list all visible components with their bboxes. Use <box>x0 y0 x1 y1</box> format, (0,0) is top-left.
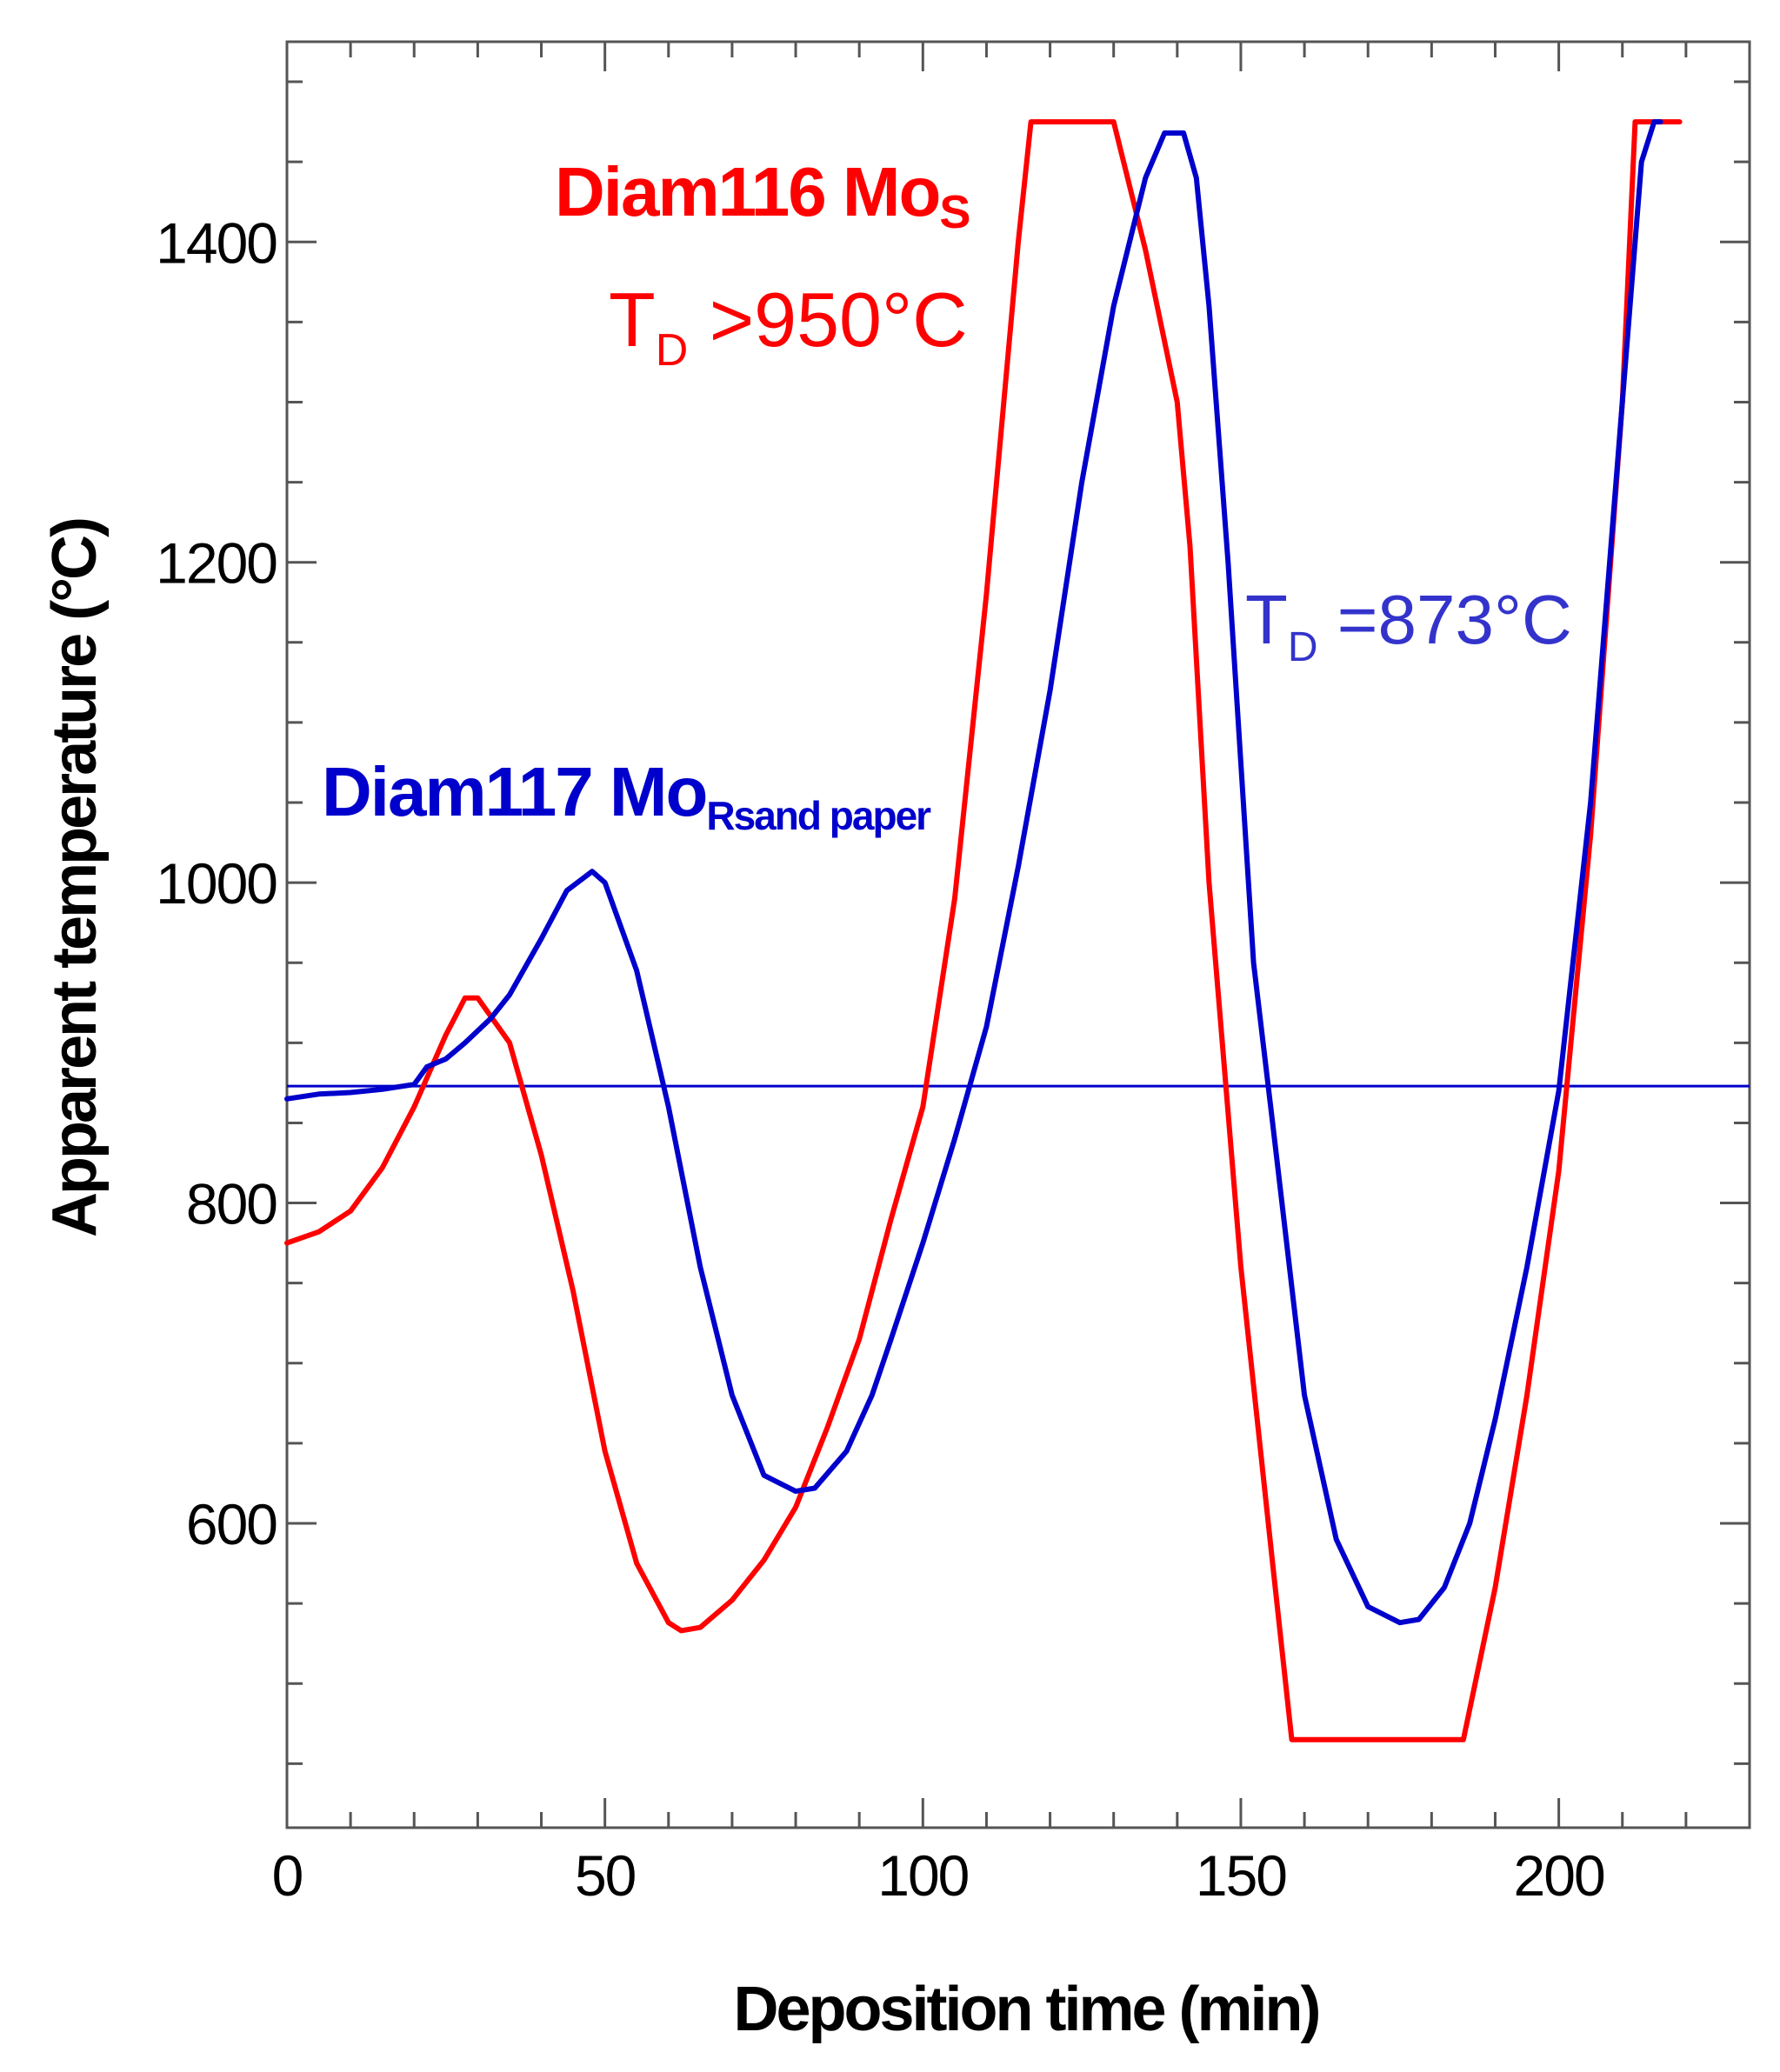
x-tick-label: 100 <box>877 1843 968 1908</box>
y-tick-label: 1000 <box>156 851 277 916</box>
series-layer <box>284 119 1750 1742</box>
label-td-873: TD =873°C <box>1245 581 1572 670</box>
x-tick-label: 0 <box>272 1843 303 1908</box>
series-line-diam116 <box>284 119 1683 1742</box>
y-tick-label: 800 <box>186 1172 277 1236</box>
x-tick-label: 50 <box>575 1843 636 1908</box>
axis-tick-labels: 0 50 100 150 200 600 800 1000 1200 1400 <box>156 210 1606 1908</box>
label-diam117: Diam117 MoRsand paper <box>322 753 931 838</box>
y-tick-label: 1400 <box>156 210 277 275</box>
label-td-950: TD >950°C <box>609 276 968 376</box>
plot-border <box>285 40 1751 1829</box>
x-tick-label: 150 <box>1196 1843 1286 1908</box>
axis-ticks <box>285 42 1751 1828</box>
x-axis-title: Deposition time (min) <box>734 1975 1319 2044</box>
annotation-layer: Diam116 MoS TD >950°C Diam117 MoRsand pape… <box>322 153 1572 838</box>
y-axis-title: Apparent temperature (°C) <box>40 519 110 1237</box>
y-tick-label: 600 <box>186 1492 277 1556</box>
plot-frame <box>285 40 1751 1829</box>
x-tick-label: 200 <box>1514 1843 1604 1908</box>
y-tick-label: 1200 <box>156 531 277 596</box>
label-diam116: Diam116 MoS <box>555 153 969 238</box>
series-line-diam117 <box>284 119 1663 1626</box>
